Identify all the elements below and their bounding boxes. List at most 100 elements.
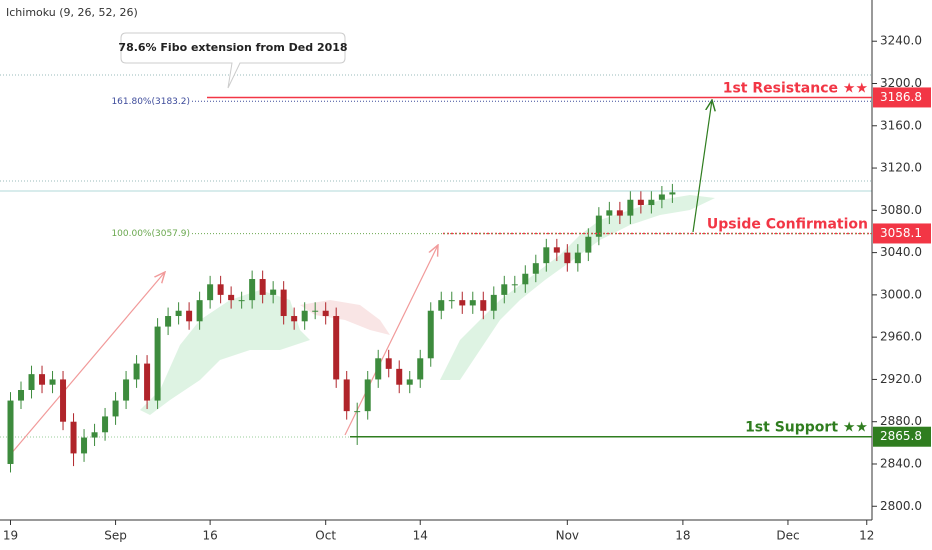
candle-body <box>532 263 539 274</box>
candle-body <box>312 310 319 312</box>
candle-body <box>228 294 235 301</box>
y-tick-label: 2920.0 <box>880 372 922 386</box>
candle-body <box>574 252 581 264</box>
candle-body <box>49 379 56 385</box>
candle-body <box>81 437 88 454</box>
price-tag <box>873 87 931 108</box>
x-tick-label: 16 <box>202 529 217 543</box>
level-label: Upside Confirmation <box>707 216 868 232</box>
candle-body <box>217 284 224 295</box>
candle-body <box>669 192 676 195</box>
y-tick-label: 2880.0 <box>880 414 922 428</box>
candle-body <box>606 210 613 216</box>
price-tag-label: 3186.8 <box>880 90 922 104</box>
ichimoku-cloud-red <box>300 300 390 335</box>
candle-body <box>154 326 161 401</box>
y-tick-label: 3040.0 <box>880 245 922 259</box>
y-tick-label: 3200.0 <box>880 76 922 90</box>
candle-body <box>585 236 592 253</box>
trend-arrow <box>344 245 438 436</box>
candle-body <box>196 300 203 322</box>
indicator-label: Ichimoku (9, 26, 52, 26) <box>6 6 138 19</box>
y-tick-label: 3000.0 <box>880 287 922 301</box>
ichimoku-cloud <box>140 290 310 415</box>
callout-text: 78.6% Fibo extension from Ded 2018 <box>118 41 347 54</box>
x-tick-label: Nov <box>556 529 579 543</box>
candle-body <box>123 379 130 401</box>
candle-body <box>60 379 67 422</box>
candle-body <box>595 215 602 237</box>
candle-body <box>375 358 382 380</box>
y-tick-label: 3160.0 <box>880 118 922 132</box>
y-tick-label: 3080.0 <box>880 203 922 217</box>
candle-body <box>102 416 109 433</box>
candle-body <box>280 289 287 317</box>
candle-body <box>259 279 266 295</box>
candle-body <box>522 273 529 285</box>
callout <box>120 32 346 89</box>
candle-body <box>322 310 329 317</box>
y-tick-label: 3240.0 <box>880 34 922 48</box>
candle-body <box>396 368 403 385</box>
candle-body <box>207 284 214 301</box>
candle-body <box>648 199 655 206</box>
candle-body <box>553 247 560 253</box>
x-tick-label: 19 <box>3 529 18 543</box>
candle-body <box>658 194 665 200</box>
y-tick-label: 3120.0 <box>880 161 922 175</box>
price-tag-label: 3058.1 <box>880 226 922 240</box>
candle-body <box>406 379 413 385</box>
candle-body <box>511 284 518 286</box>
candle-body <box>144 363 151 401</box>
candle-body <box>417 358 424 380</box>
candle-body <box>70 421 77 454</box>
target-arrow <box>692 100 712 233</box>
candle-body <box>459 300 466 306</box>
candle-body <box>343 379 350 412</box>
y-tick-label: 2960.0 <box>880 330 922 344</box>
trend-arrow <box>9 272 165 456</box>
candle-body <box>490 294 497 311</box>
candle-body <box>165 316 172 327</box>
candle-body <box>364 379 371 412</box>
x-tick-label: 14 <box>413 529 428 543</box>
y-tick-label: 2840.0 <box>880 456 922 470</box>
x-tick-label: Dec <box>776 529 799 543</box>
candle-body <box>448 300 455 302</box>
candle-body <box>438 300 445 311</box>
x-tick-label: 18 <box>675 529 690 543</box>
level-label: 1st Support ★★ <box>745 420 868 436</box>
price-tag <box>873 223 931 244</box>
candle-body <box>543 247 550 264</box>
candle-body <box>501 284 508 295</box>
price-tag <box>873 426 931 447</box>
fib-label: 100.00%(3057.9) <box>111 229 190 239</box>
plot <box>7 183 676 473</box>
candle-body <box>249 279 256 301</box>
y-tick-label: 2800.0 <box>880 499 922 513</box>
candle-body <box>354 411 361 413</box>
candle-body <box>564 252 571 264</box>
candle-body <box>28 374 35 390</box>
level-label: 1st Resistance ★★ <box>723 80 868 96</box>
fib-label: 161.80%(3183.2) <box>111 97 190 107</box>
candle-body <box>18 390 25 401</box>
x-tick-label: Sep <box>104 529 127 543</box>
candle-body <box>91 432 98 438</box>
candle-body <box>616 210 623 216</box>
candle-body <box>112 400 119 417</box>
candle-body <box>637 199 644 206</box>
x-tick-label: Oct <box>315 529 336 543</box>
price-tag-label: 2865.8 <box>880 429 922 443</box>
candle-body <box>7 400 14 464</box>
candle-body <box>133 363 140 380</box>
candle-body <box>39 374 46 385</box>
candle-body <box>333 316 340 380</box>
candle-body <box>627 199 634 216</box>
candle-body <box>186 310 193 322</box>
candle-body <box>270 289 277 295</box>
candle-body <box>291 316 298 322</box>
candle-body <box>469 300 476 306</box>
candle-body <box>480 300 487 311</box>
